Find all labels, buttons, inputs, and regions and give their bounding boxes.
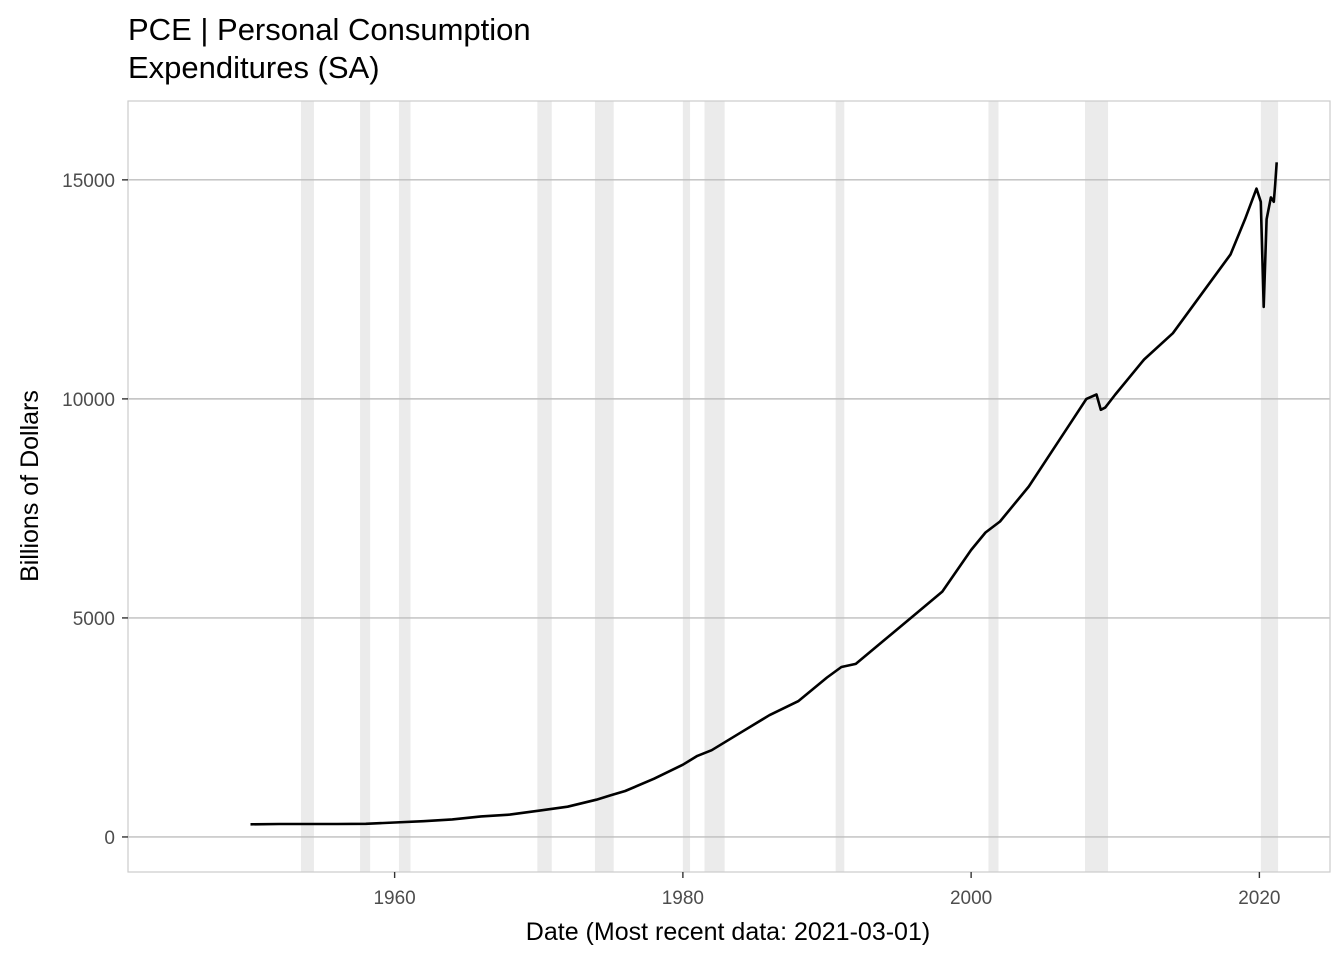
recession-band-5 [682,101,691,872]
x-tick-label-3: 2020 [1238,888,1280,909]
recession-band-8 [988,101,999,872]
series-layer [250,162,1278,826]
y-tick-label-3: 15000 [62,171,115,192]
x-axis-title: Date (Most recent data: 2021-03-01) [526,918,930,946]
y-axis-ticks: 0 5000 10000 15000 [62,171,128,849]
recession-band-1 [360,101,371,872]
series-line-0 [250,162,1278,826]
recession-band-9 [1084,101,1109,872]
y-tick-label-1: 5000 [73,609,115,630]
recession-band-7 [835,101,845,872]
panel-border [127,100,1331,873]
chart-title-line-2: Expenditures (SA) [128,50,380,85]
x-tick-label-2: 2000 [950,888,992,909]
x-tick-label-0: 1960 [373,888,415,909]
x-axis-ticks: 1960 1980 2000 2020 [373,872,1281,909]
grid-lines [128,179,1330,838]
recession-band-3 [537,101,552,872]
recession-band-0 [300,101,314,872]
y-tick-label-0: 0 [104,828,115,849]
recession-band-4 [594,101,614,872]
recession-band-10 [1260,101,1279,872]
x-tick-label-1: 1980 [662,888,704,909]
recession-band-2 [398,101,411,872]
y-tick-label-2: 10000 [62,390,115,411]
recession-bands [300,101,1279,872]
y-axis-title: Billions of Dollars [16,390,44,582]
recession-band-6 [704,101,725,872]
chart-title-line-1: PCE | Personal Consumption [128,12,531,47]
